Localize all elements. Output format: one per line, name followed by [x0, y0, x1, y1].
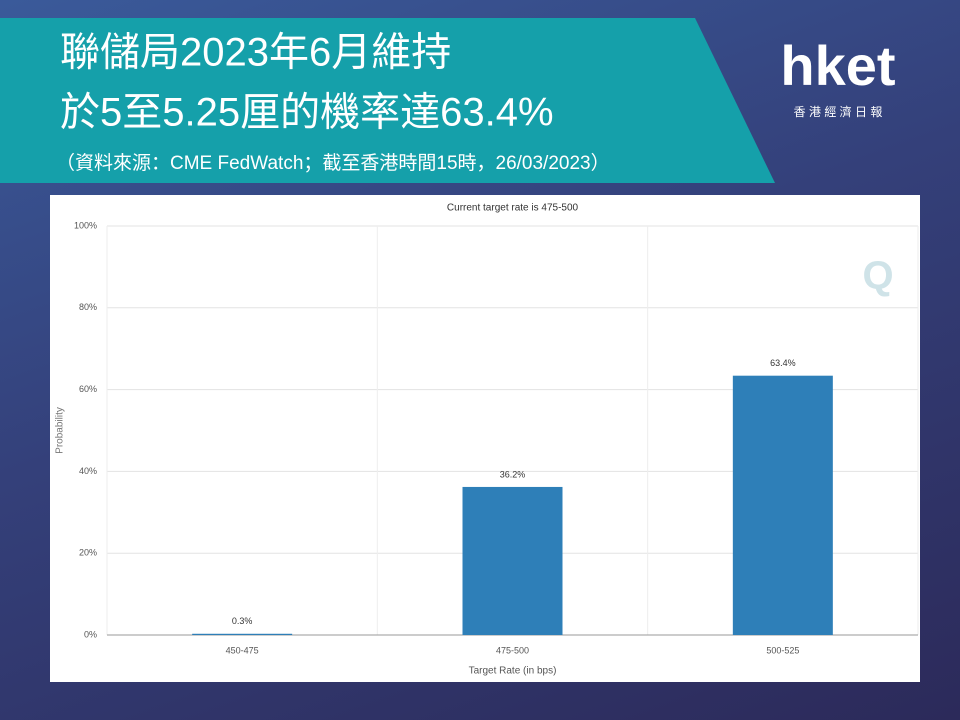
y-tick-label: 0%: [84, 629, 97, 639]
logo: hket: [780, 34, 895, 97]
chart-title: Current target rate is 475-500: [447, 203, 579, 214]
bar: [732, 375, 833, 635]
y-tick-label: 80%: [79, 302, 97, 312]
bar: [462, 486, 563, 635]
title: 聯儲局2023年6月維持: [60, 31, 451, 75]
y-tick-label: 60%: [79, 384, 97, 394]
source-note: （資料來源：CME FedWatch；截至香港時間15時，26/03/2023）: [56, 152, 610, 174]
x-tick-label: 475-500: [496, 645, 529, 655]
y-tick-label: 100%: [74, 220, 97, 230]
data-label: 63.4%: [770, 358, 796, 368]
y-axis-label: Probability: [55, 407, 66, 454]
bar: [192, 633, 293, 635]
title: 於5至5.25厘的機率達63.4%: [60, 91, 554, 135]
chart: Current target rate is 475-500 0% 20% 40% 60…: [55, 203, 919, 677]
x-axis-label: Target Rate (in bps): [469, 666, 557, 677]
y-tick-label: 20%: [79, 548, 97, 558]
y-tick-label: 40%: [79, 466, 97, 476]
logo-tagline: 香 港 經 濟 日 報: [794, 104, 883, 119]
data-label: 36.2%: [500, 469, 526, 479]
x-tick-label: 450-475: [226, 645, 259, 655]
title-banner: [0, 18, 775, 183]
data-label: 0.3%: [232, 616, 253, 626]
watermark-icon: Q: [862, 254, 893, 298]
x-tick-label: 500-525: [766, 645, 799, 655]
